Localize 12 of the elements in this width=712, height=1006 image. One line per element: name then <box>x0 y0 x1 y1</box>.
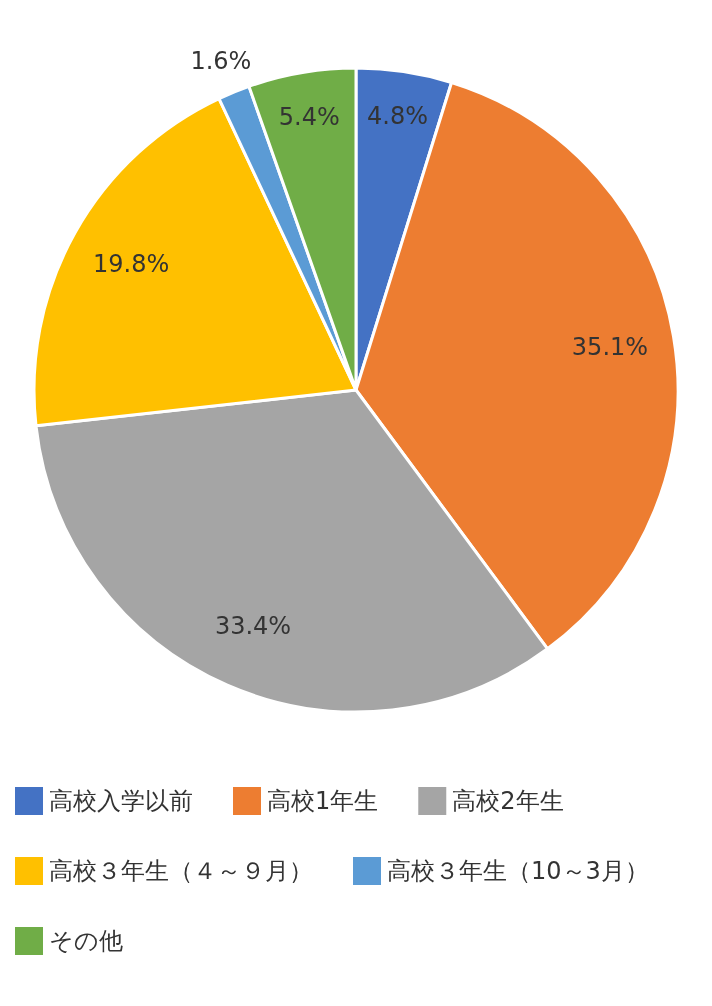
data-label: 33.4% <box>214 612 292 641</box>
data-label: 19.8% <box>93 250 170 279</box>
data-label: 4.8% <box>367 102 429 131</box>
data-label: 5.4% <box>278 103 340 132</box>
data-label: 1.6% <box>190 46 252 75</box>
data-label: 35.1% <box>571 332 649 361</box>
legend-label: 高校1年生 <box>267 787 379 815</box>
legend-label: 高校３年生（４～９月） <box>49 857 313 885</box>
legend-label: 高校３年生（10～3月） <box>387 857 649 885</box>
legend-label: 高校2年生 <box>452 787 564 815</box>
legend-label: その他 <box>49 927 123 955</box>
legend-label: 高校入学以前 <box>49 787 193 815</box>
